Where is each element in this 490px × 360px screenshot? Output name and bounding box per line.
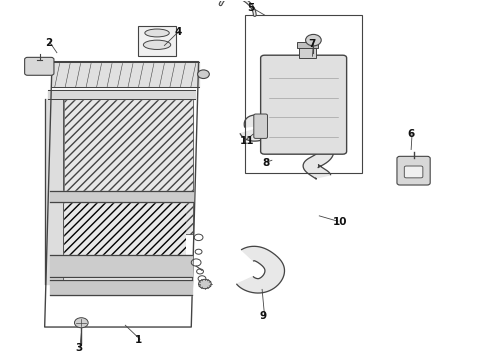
Bar xyxy=(64,99,194,234)
Text: 7: 7 xyxy=(309,39,316,49)
Polygon shape xyxy=(237,246,285,293)
Bar xyxy=(245,15,362,173)
Circle shape xyxy=(306,35,321,46)
Text: 3: 3 xyxy=(75,343,82,354)
Ellipse shape xyxy=(145,29,169,37)
Bar xyxy=(297,42,318,48)
Bar xyxy=(64,202,186,255)
Text: 5: 5 xyxy=(247,4,255,13)
FancyBboxPatch shape xyxy=(254,114,268,138)
FancyBboxPatch shape xyxy=(404,166,423,178)
FancyBboxPatch shape xyxy=(24,57,54,75)
Circle shape xyxy=(197,70,209,78)
Polygon shape xyxy=(260,119,289,147)
FancyBboxPatch shape xyxy=(261,55,346,154)
Text: 10: 10 xyxy=(333,217,347,227)
Bar xyxy=(139,26,175,55)
Text: 11: 11 xyxy=(240,136,255,146)
Bar xyxy=(299,48,317,58)
FancyBboxPatch shape xyxy=(397,156,430,185)
Circle shape xyxy=(198,279,211,289)
Text: 9: 9 xyxy=(260,311,267,321)
Text: 8: 8 xyxy=(262,158,270,168)
Text: 6: 6 xyxy=(407,129,415,139)
Polygon shape xyxy=(303,130,334,179)
Circle shape xyxy=(74,318,88,328)
Text: 4: 4 xyxy=(174,27,181,37)
Text: 1: 1 xyxy=(135,335,142,345)
Polygon shape xyxy=(240,115,275,141)
Text: 2: 2 xyxy=(45,37,52,48)
Ellipse shape xyxy=(144,40,171,49)
